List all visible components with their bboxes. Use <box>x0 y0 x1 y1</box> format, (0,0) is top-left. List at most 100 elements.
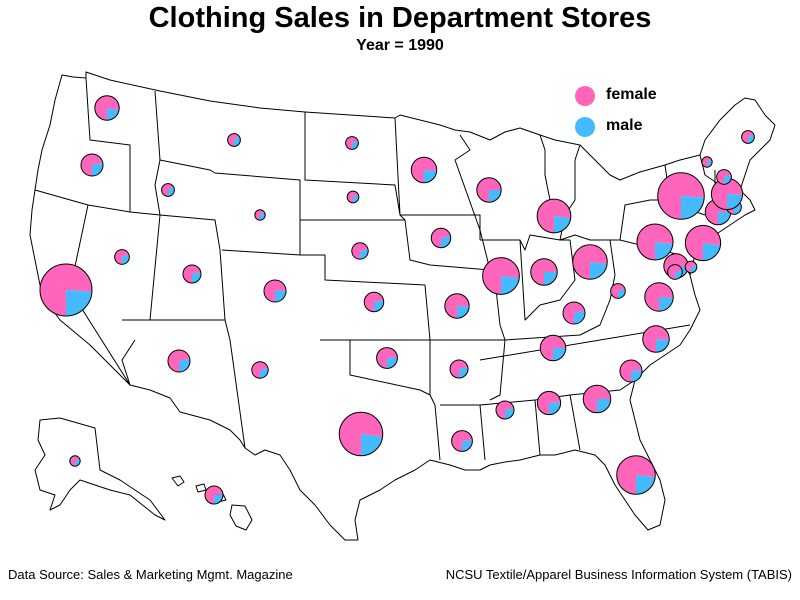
pie-outline <box>39 263 93 317</box>
pie-slice-male <box>703 243 721 261</box>
pie-nj <box>684 224 722 262</box>
pie-outline <box>351 242 369 260</box>
pie-slice-female <box>537 391 561 415</box>
pie-slice-male <box>590 262 608 280</box>
pie-ky <box>562 301 586 325</box>
pie-ak <box>69 455 81 467</box>
pie-slice-male <box>387 357 398 369</box>
pie-slice-female <box>204 485 223 505</box>
pie-wa <box>94 95 120 121</box>
pie-az <box>167 349 191 373</box>
pie-ne <box>351 242 369 260</box>
pie-ny <box>657 172 705 220</box>
pie-hi <box>204 485 224 505</box>
pie-slice-male <box>597 399 611 413</box>
pie-slice-male <box>659 297 674 312</box>
pie-slice-female <box>451 430 473 452</box>
pie-slice-male <box>457 306 470 319</box>
pie-slice-female <box>716 169 731 185</box>
pie-slice-female <box>610 283 625 299</box>
pie-pa <box>636 223 674 261</box>
pie-slice-female <box>431 228 451 248</box>
pie-slice-male <box>636 475 656 495</box>
state-borders <box>34 77 741 461</box>
pie-slice-male <box>631 370 643 383</box>
pie-slice-male <box>618 288 626 299</box>
pie-outline <box>161 183 175 197</box>
pie-slice-male <box>724 174 732 185</box>
pie-outline <box>701 156 713 168</box>
pie-slice-female <box>685 261 697 273</box>
pie-tn <box>539 334 567 362</box>
pie-slice-male <box>352 141 359 150</box>
pie-slice-female <box>562 301 585 325</box>
us-state-outlines <box>29 71 776 541</box>
pie-slice-male <box>489 190 502 203</box>
chart-subtitle: Year = 1990 <box>356 37 444 54</box>
pie-layer <box>39 95 755 505</box>
pie-outline <box>562 301 586 325</box>
pie-me <box>741 130 755 144</box>
pie-slice-female <box>701 156 712 168</box>
pie-slice-female <box>227 133 240 147</box>
pie-outline <box>482 257 520 295</box>
pie-outline <box>204 485 224 505</box>
legend-label-male: male <box>606 117 643 134</box>
pie-outline <box>716 169 732 185</box>
pie-slice-male <box>501 276 520 295</box>
pie-slice-male <box>748 135 755 144</box>
pie-slice-male <box>459 367 469 379</box>
pie-outline <box>451 430 473 452</box>
pie-mi <box>536 198 572 234</box>
pie-slice-male <box>374 300 384 312</box>
pie-outline <box>616 455 656 495</box>
pie-ks <box>363 291 385 313</box>
pie-outline <box>476 177 502 203</box>
pie-slice-male <box>681 196 705 220</box>
pie-mn <box>410 156 438 184</box>
pie-la <box>451 430 473 452</box>
pie-outline <box>430 227 452 249</box>
pie-slice-female <box>167 349 190 373</box>
pie-slice-female <box>251 361 269 379</box>
pie-oh <box>572 244 608 280</box>
pie-de <box>684 260 698 274</box>
pie-outline <box>572 244 608 280</box>
pie-ar <box>449 359 469 379</box>
pie-outline <box>684 224 722 262</box>
pie-slice-female <box>263 279 287 303</box>
pie-sd <box>346 190 360 204</box>
pie-outline <box>684 260 698 274</box>
pie-mt <box>227 133 241 147</box>
pie-slice-male <box>214 494 224 505</box>
pie-outline <box>167 349 191 373</box>
pie-outline <box>530 258 558 286</box>
pie-outline <box>642 325 670 353</box>
pie-outline <box>667 264 683 280</box>
pie-id <box>161 183 175 197</box>
pie-nh <box>716 169 732 185</box>
pie-slice-female <box>711 178 743 210</box>
pie-nc <box>642 325 670 353</box>
pie-slice-male <box>107 108 119 121</box>
pie-nm <box>251 361 269 379</box>
pie-outline <box>636 223 674 261</box>
pie-slice-female <box>741 130 755 144</box>
pie-slice-female <box>69 455 80 467</box>
pie-slice-male <box>122 254 130 265</box>
pie-co <box>263 279 287 303</box>
pie-outline <box>80 153 104 177</box>
pie-ca <box>39 263 93 317</box>
pie-vt <box>701 156 713 168</box>
legend-swatch-female <box>575 86 595 106</box>
pie-outline <box>114 249 130 265</box>
pie-slice-male <box>360 249 369 260</box>
pie-mo <box>444 293 470 319</box>
pie-slice-female <box>364 292 384 312</box>
pie-slice-male <box>192 272 202 284</box>
pie-slice-male <box>553 348 566 361</box>
pie-dc <box>667 264 683 280</box>
pie-outline <box>227 133 241 147</box>
pie-slice-male <box>441 236 451 248</box>
